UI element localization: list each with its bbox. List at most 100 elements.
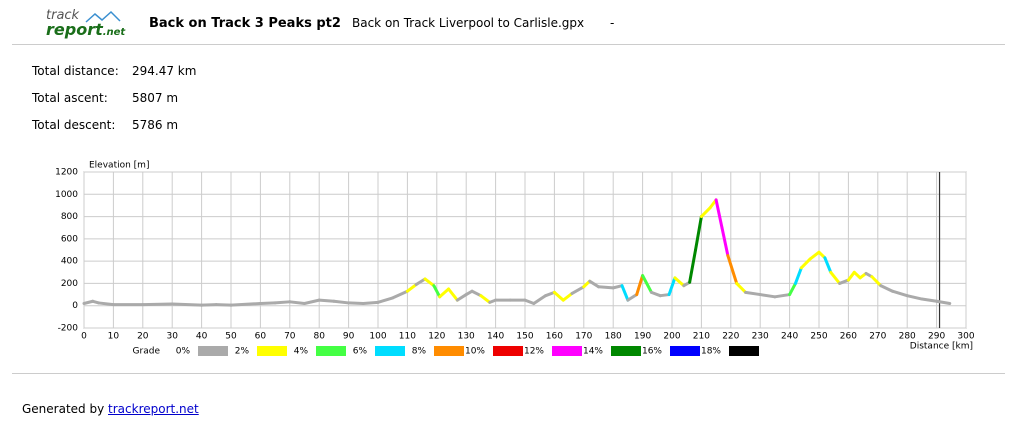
- x-tick-label: 80: [313, 332, 325, 342]
- elevation-segment: [361, 300, 380, 305]
- elevation-segment: [347, 301, 365, 305]
- divider: [12, 44, 1005, 45]
- elevation-segment: [229, 301, 262, 307]
- legend-swatch: [729, 346, 759, 356]
- elevation-segment: [597, 285, 615, 290]
- elevation-segment: [97, 301, 115, 307]
- elevation-segment: [758, 293, 777, 299]
- logo-top: track: [46, 8, 80, 23]
- elevation-segment: [200, 303, 218, 307]
- elevation-segment: [170, 302, 204, 307]
- stat-label: Total ascent:: [32, 91, 108, 105]
- stat-value: 5807 m: [132, 91, 179, 105]
- x-tick-label: 10: [108, 332, 120, 342]
- elevation-segment: [935, 299, 952, 305]
- elevation-segment: [391, 289, 409, 300]
- elevation-segment: [405, 283, 418, 293]
- y-tick-label: 800: [61, 212, 78, 222]
- logo-bottom: report: [46, 20, 103, 39]
- elevation-segment: [641, 274, 653, 294]
- elevation-segment: [808, 250, 821, 261]
- elevation-segment: [620, 284, 630, 302]
- footer-link[interactable]: trackreport.net: [108, 402, 199, 416]
- elevation-segment: [870, 275, 883, 288]
- legend-swatch: [257, 346, 287, 356]
- elevation-segment: [838, 278, 850, 285]
- x-tick-label: 100: [369, 332, 386, 342]
- x-tick-label: 220: [722, 332, 739, 342]
- elevation-segment: [799, 257, 812, 270]
- legend-swatch: [552, 346, 582, 356]
- elevation-segment: [879, 284, 894, 293]
- elevation-segment: [570, 285, 586, 295]
- legend-label: 18%: [701, 347, 721, 357]
- y-tick-label: 400: [61, 257, 78, 267]
- x-tick-label: 20: [137, 332, 149, 342]
- x-tick-label: 30: [166, 332, 178, 342]
- elevation-segment: [920, 297, 939, 303]
- elevation-segment: [694, 215, 703, 252]
- y-tick-label: 600: [61, 234, 78, 244]
- x-tick-label: 300: [957, 332, 974, 342]
- elevation-segment: [479, 294, 492, 304]
- x-axis-label: Distance [km]: [910, 342, 973, 352]
- elevation-segment: [561, 291, 574, 302]
- legend-label: 16%: [642, 347, 662, 357]
- elevation-segment: [303, 298, 321, 305]
- x-tick-label: 240: [781, 332, 798, 342]
- stat-label: Total descent:: [32, 118, 116, 132]
- legend-swatch: [434, 346, 464, 356]
- elevation-segment: [905, 294, 924, 301]
- elevation-segment: [823, 256, 833, 274]
- y-tick-label: 1200: [55, 168, 78, 178]
- stat-label: Total distance:: [32, 64, 119, 78]
- elevation-segment: [699, 206, 712, 219]
- elevation-segment: [332, 299, 351, 305]
- x-tick-label: 120: [428, 332, 445, 342]
- y-tick-label: 200: [61, 279, 78, 289]
- stat-value: 5786 m: [132, 118, 179, 132]
- elevation-segment: [273, 300, 292, 305]
- title: Back on Track 3 Peaks pt2: [149, 16, 341, 31]
- x-tick-label: 290: [928, 332, 945, 342]
- x-tick-label: 40: [196, 332, 208, 342]
- elevation-segment: [673, 276, 686, 288]
- y-tick-label: -200: [58, 324, 79, 334]
- elevation-segment: [626, 293, 639, 302]
- legend-swatch: [375, 346, 405, 356]
- elevation-segment: [667, 276, 677, 297]
- x-tick-label: 180: [605, 332, 622, 342]
- x-tick-label: 230: [752, 332, 769, 342]
- elevation-segment: [793, 266, 803, 285]
- x-tick-label: 260: [840, 332, 857, 342]
- x-tick-label: 0: [81, 332, 87, 342]
- elevation-segment: [455, 293, 468, 302]
- x-tick-label: 130: [458, 332, 475, 342]
- stat-value: 294.47 km: [132, 64, 197, 78]
- legend-label: 8%: [412, 347, 427, 357]
- elevation-segment: [447, 287, 459, 302]
- elevation-segment: [635, 274, 645, 297]
- elevation-segment: [611, 284, 624, 290]
- x-tick-label: 110: [399, 332, 416, 342]
- elevation-segment: [726, 254, 739, 285]
- legend-label: 10%: [465, 347, 485, 357]
- elevation-segment: [141, 302, 174, 307]
- legend-swatch: [670, 346, 700, 356]
- legend-swatch: [316, 346, 346, 356]
- x-tick-label: 90: [343, 332, 355, 342]
- elevation-segment: [317, 298, 336, 303]
- x-tick-label: 160: [546, 332, 563, 342]
- legend-title: Grade: [133, 347, 161, 357]
- logo-icon: [85, 10, 121, 23]
- elevation-segment: [773, 293, 792, 299]
- x-tick-label: 250: [810, 332, 827, 342]
- legend-label: 12%: [524, 347, 544, 357]
- legend-label: 6%: [353, 347, 368, 357]
- elevation-segment: [552, 290, 565, 302]
- elevation-segment: [720, 226, 730, 258]
- elevation-segment: [470, 289, 483, 298]
- elevation-segment: [846, 270, 856, 282]
- y-axis-label: Elevation [m]: [89, 161, 149, 171]
- elevation-segment: [714, 198, 724, 230]
